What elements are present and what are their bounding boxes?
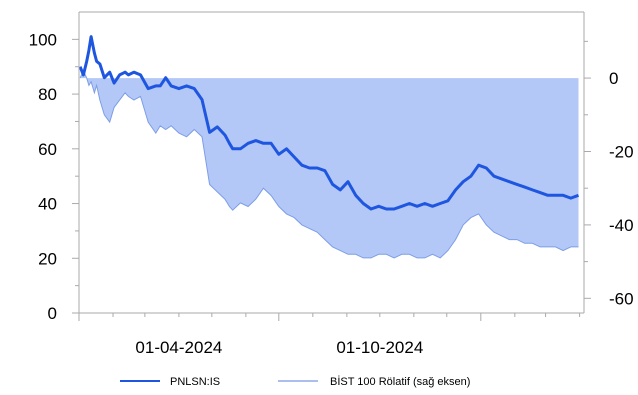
- left-tick-label: 0: [48, 304, 57, 323]
- plot-area: [78, 35, 580, 259]
- axes: 0 20 40 60 80 100 0 -20 -40 -60 01-04-2024 01-10-20…: [29, 11, 634, 357]
- line-series-pnlsn: [78, 35, 580, 211]
- x-tick-label: 01-04-2024: [135, 338, 222, 357]
- left-tick-label: 80: [38, 85, 57, 104]
- right-tick-label: -40: [609, 216, 634, 235]
- left-tick-label: 20: [38, 249, 57, 268]
- legend: PNLSN:IS BİST 100 Rölatif (sağ eksen): [120, 375, 470, 388]
- right-tick-label: -60: [609, 289, 634, 308]
- right-tick-label: 0: [609, 69, 618, 88]
- left-tick-label: 60: [38, 140, 57, 159]
- right-tick-label: -20: [609, 142, 634, 161]
- left-tick-label: 100: [29, 30, 57, 49]
- left-tick-label: 40: [38, 195, 57, 214]
- legend-label-pnlsn: PNLSN:IS: [170, 376, 220, 388]
- area-series-edge: [79, 69, 579, 259]
- x-tick-label: 01-10-2024: [336, 338, 423, 357]
- area-series-relative: [80, 70, 579, 258]
- legend-label-relative: BİST 100 Rölatif (sağ eksen): [330, 375, 470, 388]
